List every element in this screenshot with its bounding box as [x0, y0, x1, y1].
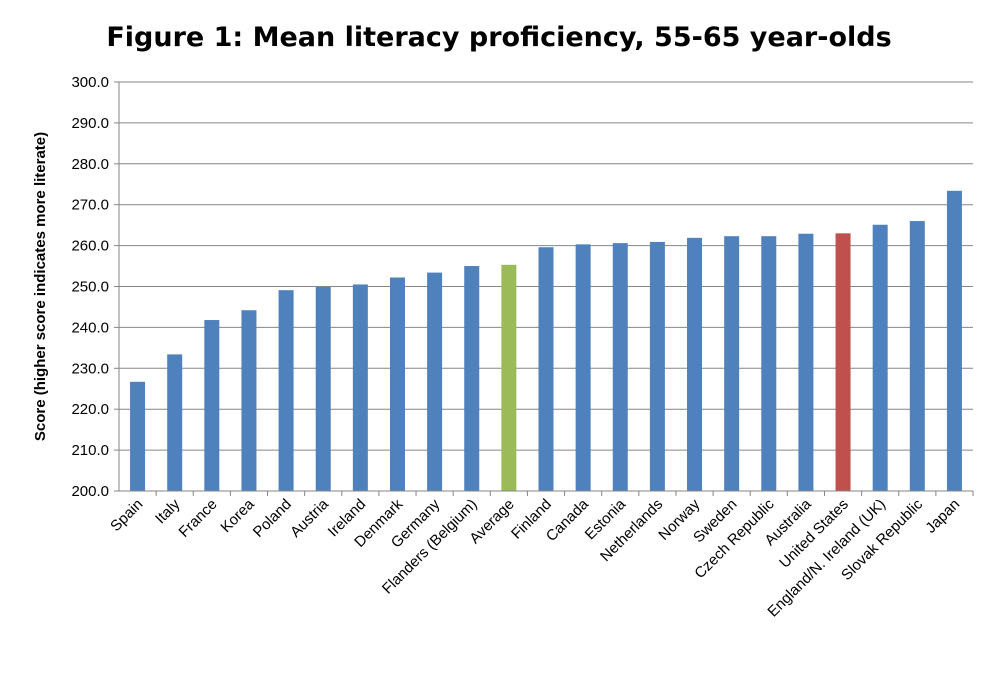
category-label: Japan	[922, 496, 963, 537]
y-tick-label: 210.0	[71, 442, 109, 459]
bar-denmark	[389, 277, 405, 491]
bar-flanders-belgium	[464, 266, 480, 491]
y-tick-label: 240.0	[71, 319, 109, 336]
category-label: Austria	[287, 495, 332, 540]
bar-sweden	[724, 236, 740, 491]
bar-canada	[575, 244, 591, 491]
y-tick-label: 220.0	[71, 401, 109, 418]
bar-finland	[538, 247, 554, 491]
y-tick-label: 300.0	[71, 74, 109, 91]
bar-italy	[167, 354, 183, 491]
bar-united-states	[835, 233, 851, 491]
chart-title: Figure 1: Mean literacy proficiency, 55-…	[106, 22, 892, 53]
y-tick-label: 200.0	[71, 483, 109, 500]
bar-poland	[278, 290, 294, 491]
y-tick-label: 230.0	[71, 360, 109, 377]
bar-germany	[427, 272, 443, 491]
bar-estonia	[612, 243, 628, 491]
bar-norway	[687, 237, 703, 491]
bar-slovak-republic	[909, 221, 925, 491]
bar-ireland	[352, 284, 368, 491]
bar-spain	[130, 381, 146, 491]
bar-czech-republic	[761, 236, 777, 491]
bar-austria	[315, 286, 331, 491]
bar-australia	[798, 233, 814, 491]
bar-france	[204, 320, 220, 491]
category-label: France	[176, 496, 221, 541]
y-axis-title: Score (higher score indicates more liter…	[32, 132, 49, 441]
y-tick-label: 280.0	[71, 156, 109, 173]
category-label: Canada	[543, 495, 593, 545]
y-tick-label: 260.0	[71, 238, 109, 255]
axes	[114, 81, 974, 496]
y-tick-label: 250.0	[71, 279, 109, 296]
bar-england-n-ireland-uk	[872, 224, 888, 491]
bar-netherlands	[649, 241, 665, 491]
bars	[130, 190, 962, 491]
bar-korea	[241, 310, 257, 491]
category-label: Italy	[152, 495, 184, 527]
category-label: Poland	[250, 496, 295, 541]
bar-japan	[946, 190, 962, 491]
y-tick-label: 290.0	[71, 115, 109, 132]
labels: 200.0 210.0 220.0 230.0 240.0 250.0 260.0 270.0…	[32, 74, 963, 620]
bar-average	[501, 264, 517, 491]
y-tick-label: 270.0	[71, 197, 109, 214]
category-label: Spain	[107, 496, 146, 535]
